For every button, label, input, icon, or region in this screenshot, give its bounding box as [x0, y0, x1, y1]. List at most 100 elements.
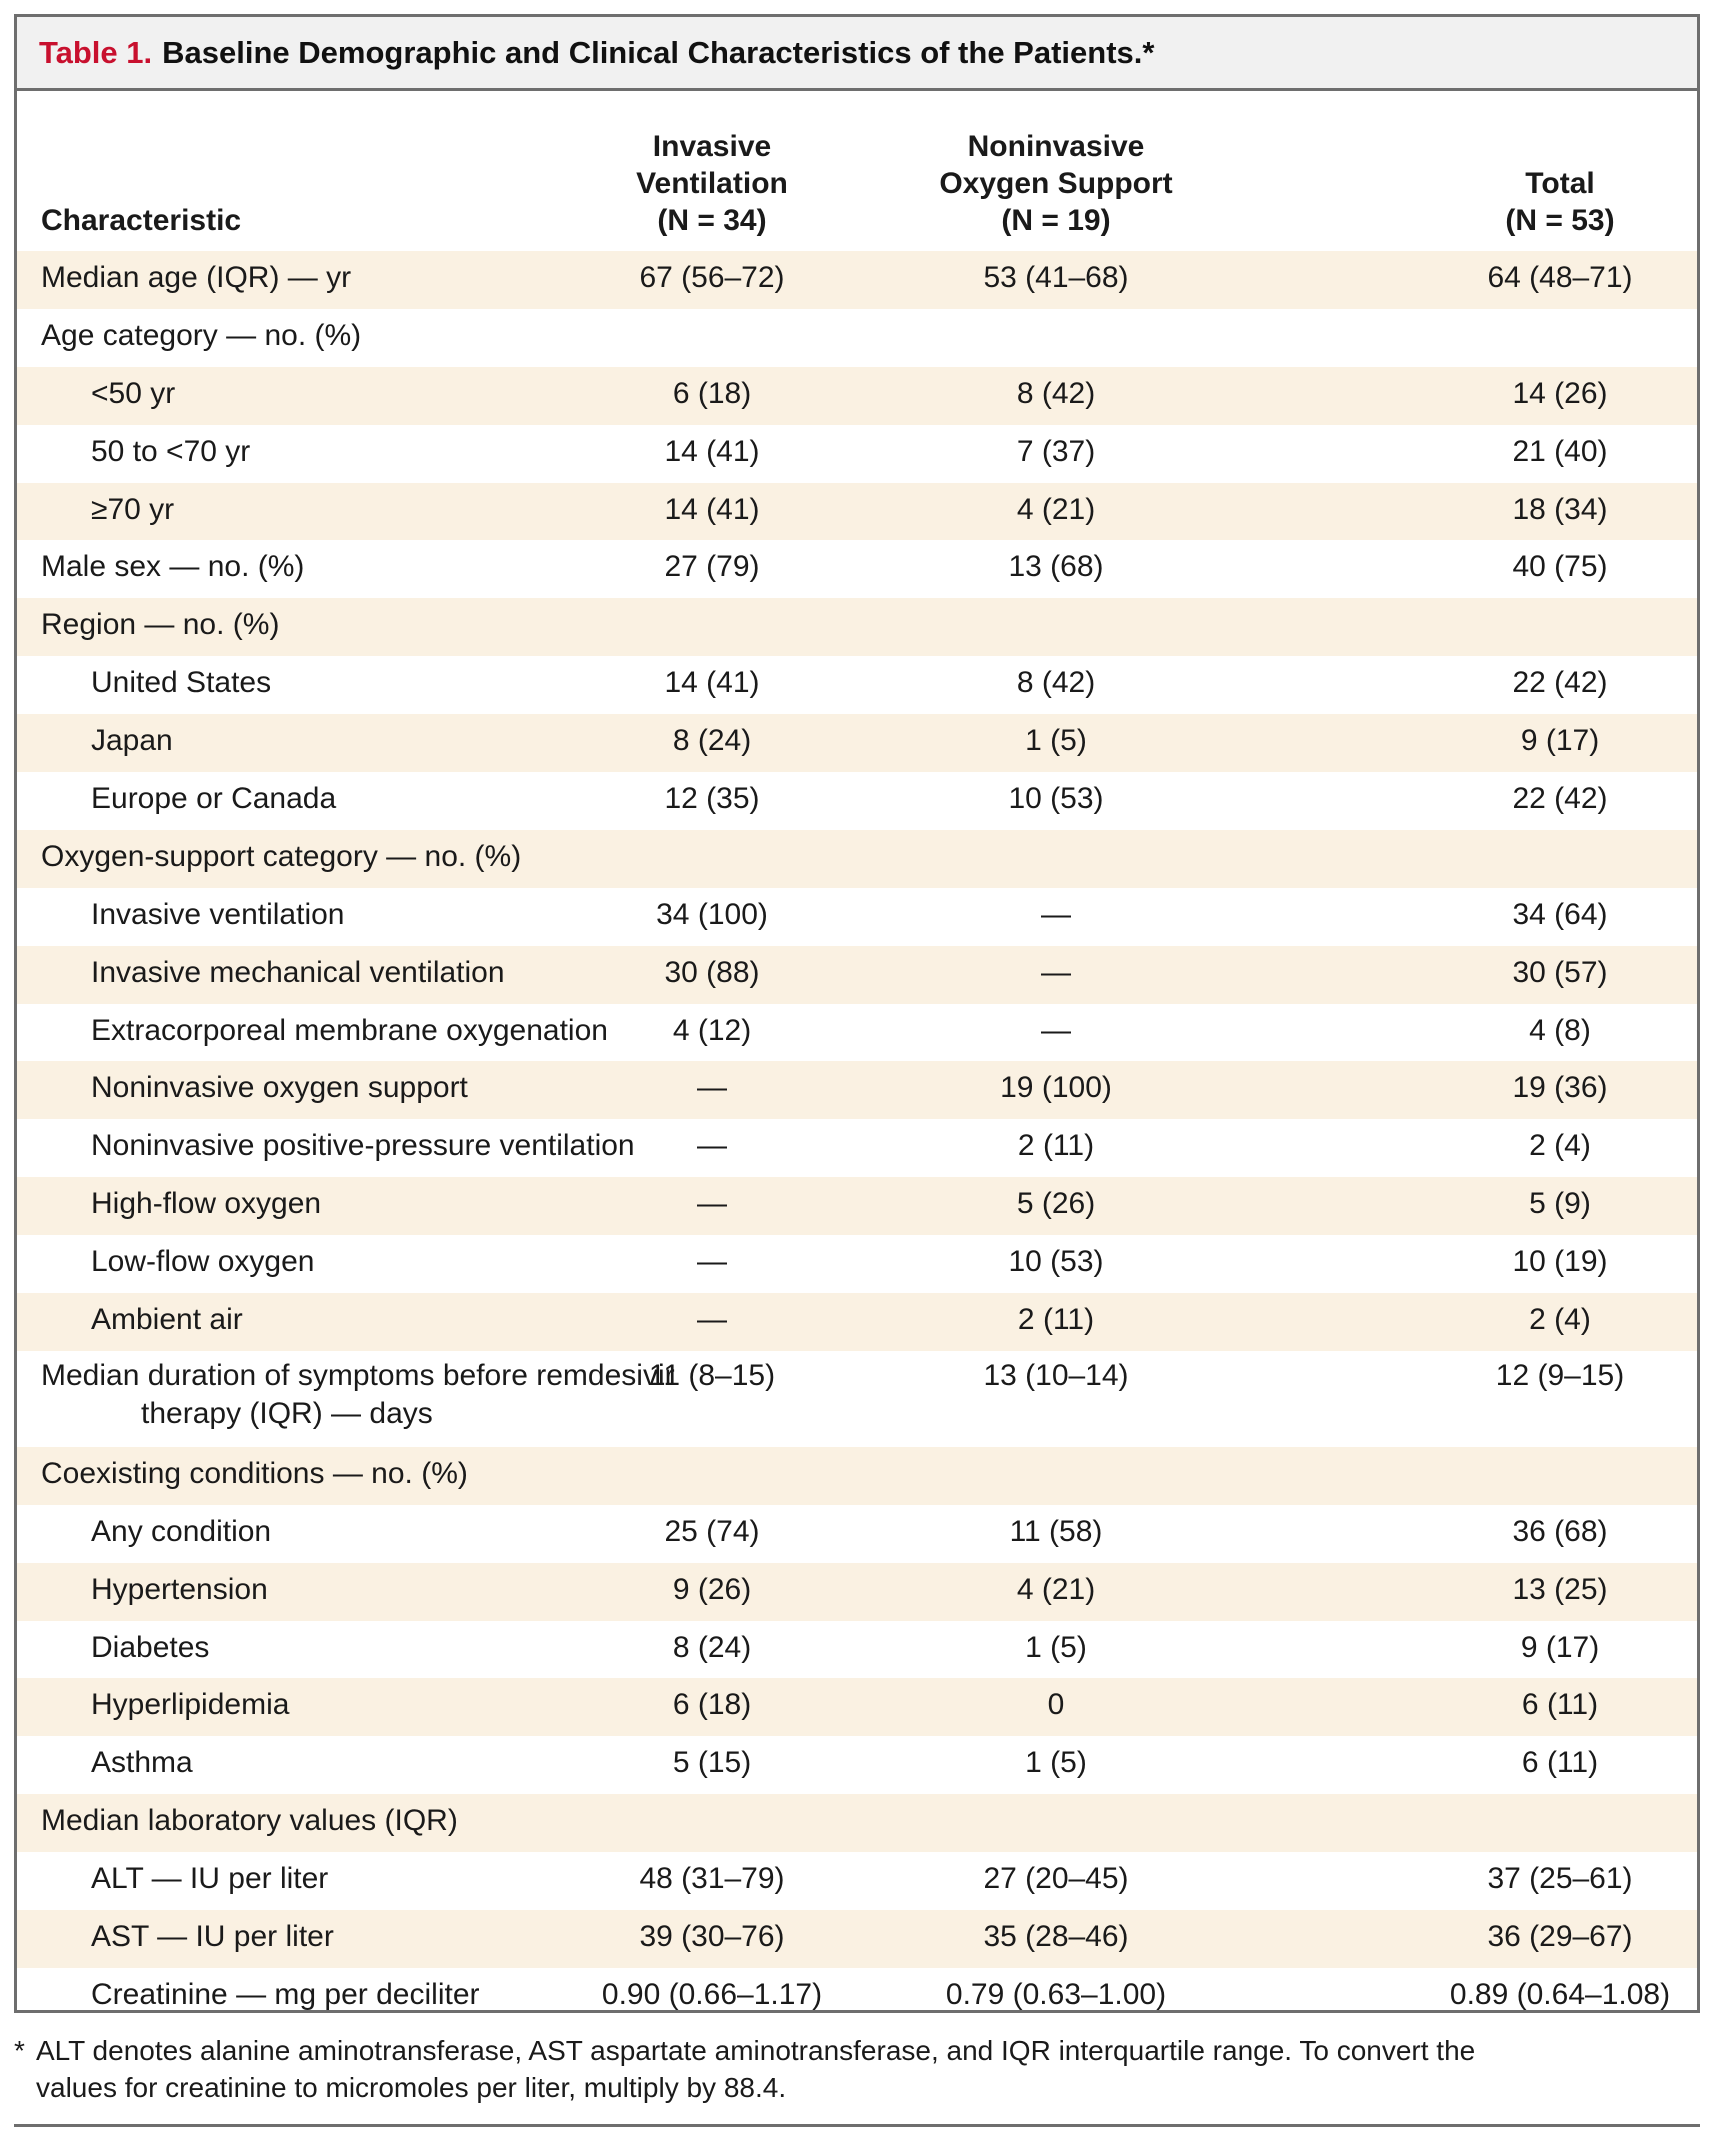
- cell-total: 12 (9–15): [1495, 1358, 1625, 1392]
- row-label-text: Ambient air: [91, 1303, 243, 1337]
- row-label-text: Oxygen-support category — no. (%): [41, 839, 522, 873]
- column-header-characteristic: Characteristic: [41, 204, 242, 237]
- row-label-text: Median duration of symptoms before remde…: [41, 1358, 675, 1392]
- row-label: Low-flow oxygen: [91, 1245, 314, 1279]
- row-label-text: Extracorporeal membrane oxygenation: [91, 1013, 608, 1047]
- table-row: Creatinine — mg per deciliter 0.90 (0.66–…: [17, 1968, 1697, 2026]
- row-label: Male sex — no. (%): [41, 550, 304, 584]
- cell-total: 34 (64): [1512, 897, 1608, 931]
- cell-noninvasive: 10 (53): [1008, 1245, 1104, 1279]
- cell-total: 40 (75): [1512, 550, 1608, 584]
- row-label: Noninvasive positive-pressure ventilatio…: [91, 1129, 635, 1163]
- cell-invasive: 14 (41): [664, 492, 760, 526]
- cell-total: 2 (4): [1529, 1129, 1591, 1163]
- cell-invasive: 39 (30–76): [639, 1920, 785, 1954]
- table-row: ≥70 yr 14 (41) 4 (21) 18 (34): [17, 482, 1697, 541]
- row-label-text: Diabetes: [91, 1630, 210, 1664]
- row-label: Asthma: [91, 1746, 193, 1780]
- cell-invasive: —: [697, 1187, 727, 1221]
- cell-total: 64 (48–71): [1487, 261, 1633, 294]
- cell-noninvasive: 1 (5): [1025, 1630, 1087, 1664]
- row-label: Median age (IQR) — yr: [41, 261, 351, 295]
- table-row: Median duration of symptoms before remde…: [17, 1351, 1697, 1447]
- cell-noninvasive: —: [1041, 1013, 1071, 1047]
- cell-noninvasive: 0: [1047, 1688, 1065, 1722]
- table-row: Noninvasive oxygen support — 19 (100) 19 (3…: [17, 1061, 1697, 1120]
- table-number: Table 1.: [39, 34, 153, 70]
- cell-invasive: 48 (31–79): [639, 1862, 785, 1896]
- cell-invasive: 67 (56–72): [639, 261, 785, 294]
- cell-noninvasive: —: [1041, 955, 1071, 989]
- row-label: Noninvasive oxygen support: [91, 1071, 468, 1105]
- cell-noninvasive: 19 (100): [1000, 1071, 1112, 1105]
- table-row: Extracorporeal membrane oxygenation 4 (12…: [17, 1004, 1697, 1062]
- cell-invasive: —: [697, 1303, 727, 1337]
- cell-invasive: —: [697, 1071, 727, 1105]
- cell-noninvasive: 53 (41–68): [983, 261, 1129, 294]
- cell-invasive: 4 (12): [672, 1013, 752, 1047]
- row-label-text: Invasive ventilation: [91, 897, 345, 931]
- row-label: Japan: [91, 724, 173, 758]
- cell-invasive: 6 (18): [672, 376, 752, 410]
- cell-invasive: 25 (74): [664, 1514, 760, 1548]
- row-label: AST — IU per liter: [91, 1920, 334, 1954]
- cell-noninvasive: 2 (11): [1017, 1129, 1095, 1163]
- cell-total: 21 (40): [1512, 434, 1608, 468]
- cell-noninvasive: 2 (11): [1017, 1303, 1095, 1337]
- cell-noninvasive: 13 (68): [1008, 550, 1104, 584]
- cell-invasive: —: [697, 1245, 727, 1279]
- table-row: Any condition 25 (74) 11 (58) 36 (68): [17, 1505, 1697, 1563]
- cell-invasive: 14 (41): [664, 666, 760, 700]
- cell-noninvasive: 13 (10–14): [983, 1358, 1129, 1392]
- cell-noninvasive: 5 (26): [1016, 1187, 1096, 1221]
- cell-total: 9 (17): [1520, 1630, 1600, 1664]
- cell-noninvasive: 27 (20–45): [983, 1862, 1129, 1896]
- row-label-text: ≥70 yr: [91, 492, 175, 526]
- row-label-text: United States: [91, 666, 272, 700]
- row-label: Ambient air: [91, 1303, 243, 1337]
- row-label: Coexisting conditions — no. (%): [41, 1457, 468, 1491]
- row-label: Europe or Canada: [91, 782, 336, 816]
- cell-noninvasive: 10 (53): [1008, 782, 1104, 816]
- table-row: Hyperlipidemia 6 (18) 0 6 (11): [17, 1678, 1697, 1737]
- row-label-text: Hypertension: [91, 1572, 268, 1606]
- row-label: Oxygen-support category — no. (%): [41, 840, 521, 874]
- table-row: United States 14 (41) 8 (42) 22 (42): [17, 656, 1697, 714]
- row-label: High-flow oxygen: [91, 1187, 321, 1221]
- cell-invasive: 9 (26): [672, 1572, 752, 1606]
- cell-total: 18 (34): [1512, 492, 1608, 526]
- cell-noninvasive: 4 (21): [1016, 1572, 1096, 1606]
- row-label-text: High-flow oxygen: [91, 1187, 322, 1221]
- row-label: ≥70 yr: [91, 493, 174, 527]
- table-row: Median laboratory values (IQR): [17, 1794, 1697, 1853]
- cell-noninvasive: 1 (5): [1025, 1746, 1087, 1780]
- column-header-invasive: Invasive Ventilation (N = 34): [636, 130, 788, 237]
- table-frame: Table 1. Baseline Demographic and Clinic…: [14, 14, 1700, 2013]
- table-title: Table 1. Baseline Demographic and Clinic…: [17, 17, 1697, 91]
- table-row: Low-flow oxygen — 10 (53) 10 (19): [17, 1235, 1697, 1293]
- table-row: Median age (IQR) — yr 67 (56–72) 53 (41–68…: [17, 251, 1697, 309]
- cell-noninvasive: —: [1041, 897, 1071, 931]
- table-body: Median age (IQR) — yr 67 (56–72) 53 (41–68…: [17, 251, 1697, 2026]
- row-label: Age category — no. (%): [41, 319, 361, 353]
- table-row: AST — IU per liter 39 (30–76) 35 (28–46) 36…: [17, 1910, 1697, 1968]
- footnote-mark: *: [14, 2035, 25, 2066]
- cell-noninvasive: 8 (42): [1016, 376, 1096, 410]
- cell-invasive: —: [697, 1129, 727, 1163]
- table-row: Invasive ventilation 34 (100) — 34 (64): [17, 888, 1697, 946]
- cell-noninvasive: 7 (37): [1016, 434, 1096, 468]
- table-row: Diabetes 8 (24) 1 (5) 9 (17): [17, 1621, 1697, 1679]
- table-row: 50 to <70 yr 14 (41) 7 (37) 21 (40): [17, 425, 1697, 483]
- cell-total: 5 (9): [1529, 1187, 1591, 1221]
- cell-invasive: 11 (8–15): [648, 1358, 776, 1392]
- cell-total: 10 (19): [1512, 1245, 1608, 1279]
- row-label: ALT — IU per liter: [91, 1862, 328, 1896]
- row-label: Invasive mechanical ventilation: [91, 956, 505, 990]
- row-label-continuation: therapy (IQR) — days: [141, 1396, 433, 1430]
- row-label-text: Coexisting conditions — no. (%): [41, 1456, 468, 1490]
- row-label: Invasive ventilation: [91, 898, 344, 932]
- row-label-text: Noninvasive oxygen support: [91, 1071, 468, 1105]
- row-label-text: ALT — IU per liter: [91, 1862, 329, 1896]
- row-label: Region — no. (%): [41, 608, 279, 642]
- table-row: Hypertension 9 (26) 4 (21) 13 (25): [17, 1562, 1697, 1621]
